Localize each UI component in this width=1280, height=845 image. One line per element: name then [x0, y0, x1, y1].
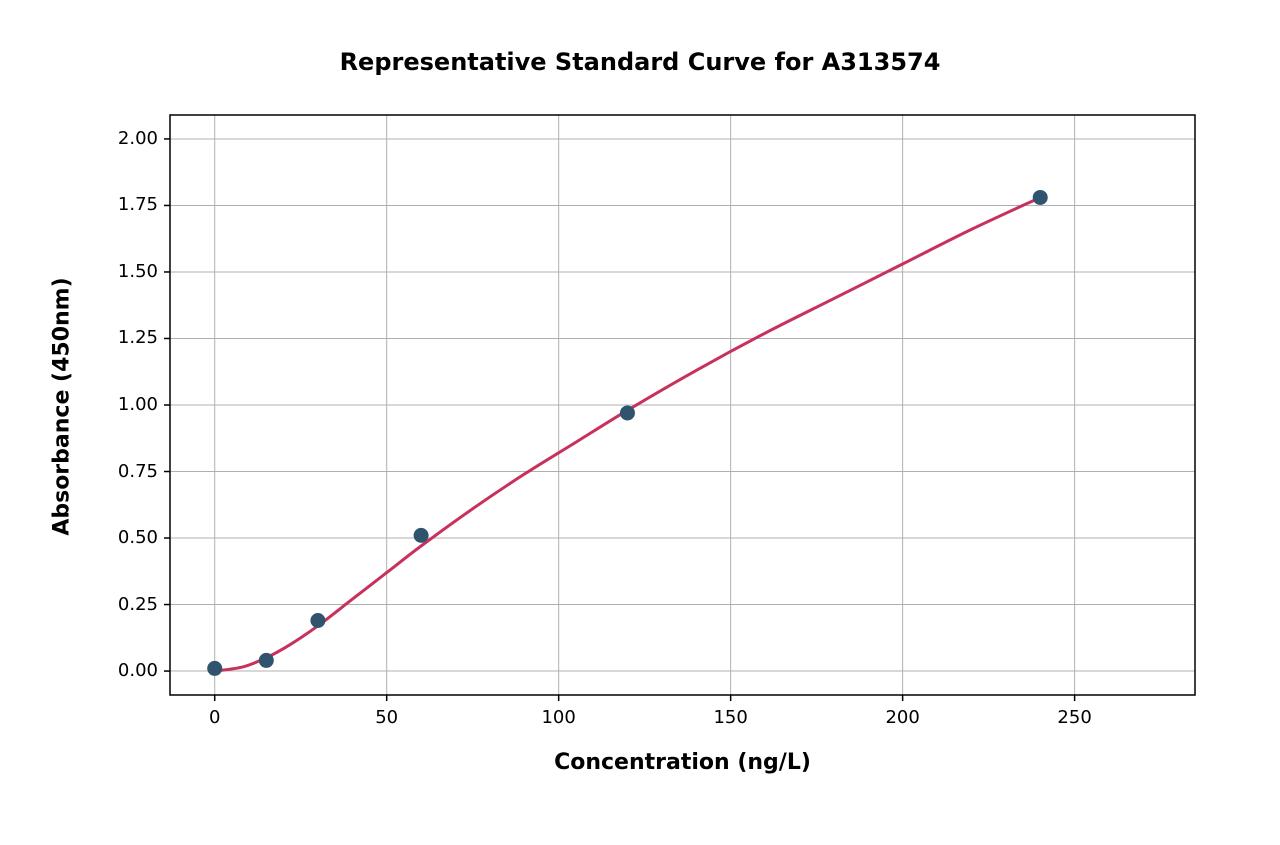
- data-point: [259, 653, 273, 667]
- data-point: [311, 614, 325, 628]
- x-tick-label: 250: [1045, 707, 1105, 728]
- data-point: [414, 528, 428, 542]
- x-tick-label: 100: [529, 707, 589, 728]
- y-tick-label: 0.75: [118, 461, 158, 482]
- x-tick-label: 0: [185, 707, 245, 728]
- axis-ticks: [164, 139, 1075, 701]
- data-point: [620, 406, 634, 420]
- y-tick-label: 1.25: [118, 327, 158, 348]
- x-tick-label: 50: [357, 707, 417, 728]
- y-tick-label: 0.50: [118, 527, 158, 548]
- y-tick-label: 1.50: [118, 261, 158, 282]
- y-tick-label: 1.75: [118, 194, 158, 215]
- y-tick-label: 2.00: [118, 128, 158, 149]
- y-tick-label: 0.00: [118, 660, 158, 681]
- y-tick-label: 0.25: [118, 594, 158, 615]
- y-tick-label: 1.00: [118, 394, 158, 415]
- x-tick-label: 200: [873, 707, 933, 728]
- fit-curve: [215, 197, 1041, 671]
- data-point: [1033, 190, 1047, 204]
- x-tick-label: 150: [701, 707, 761, 728]
- data-point: [208, 661, 222, 675]
- data-points: [208, 190, 1048, 675]
- figure: Representative Standard Curve for A31357…: [0, 0, 1280, 845]
